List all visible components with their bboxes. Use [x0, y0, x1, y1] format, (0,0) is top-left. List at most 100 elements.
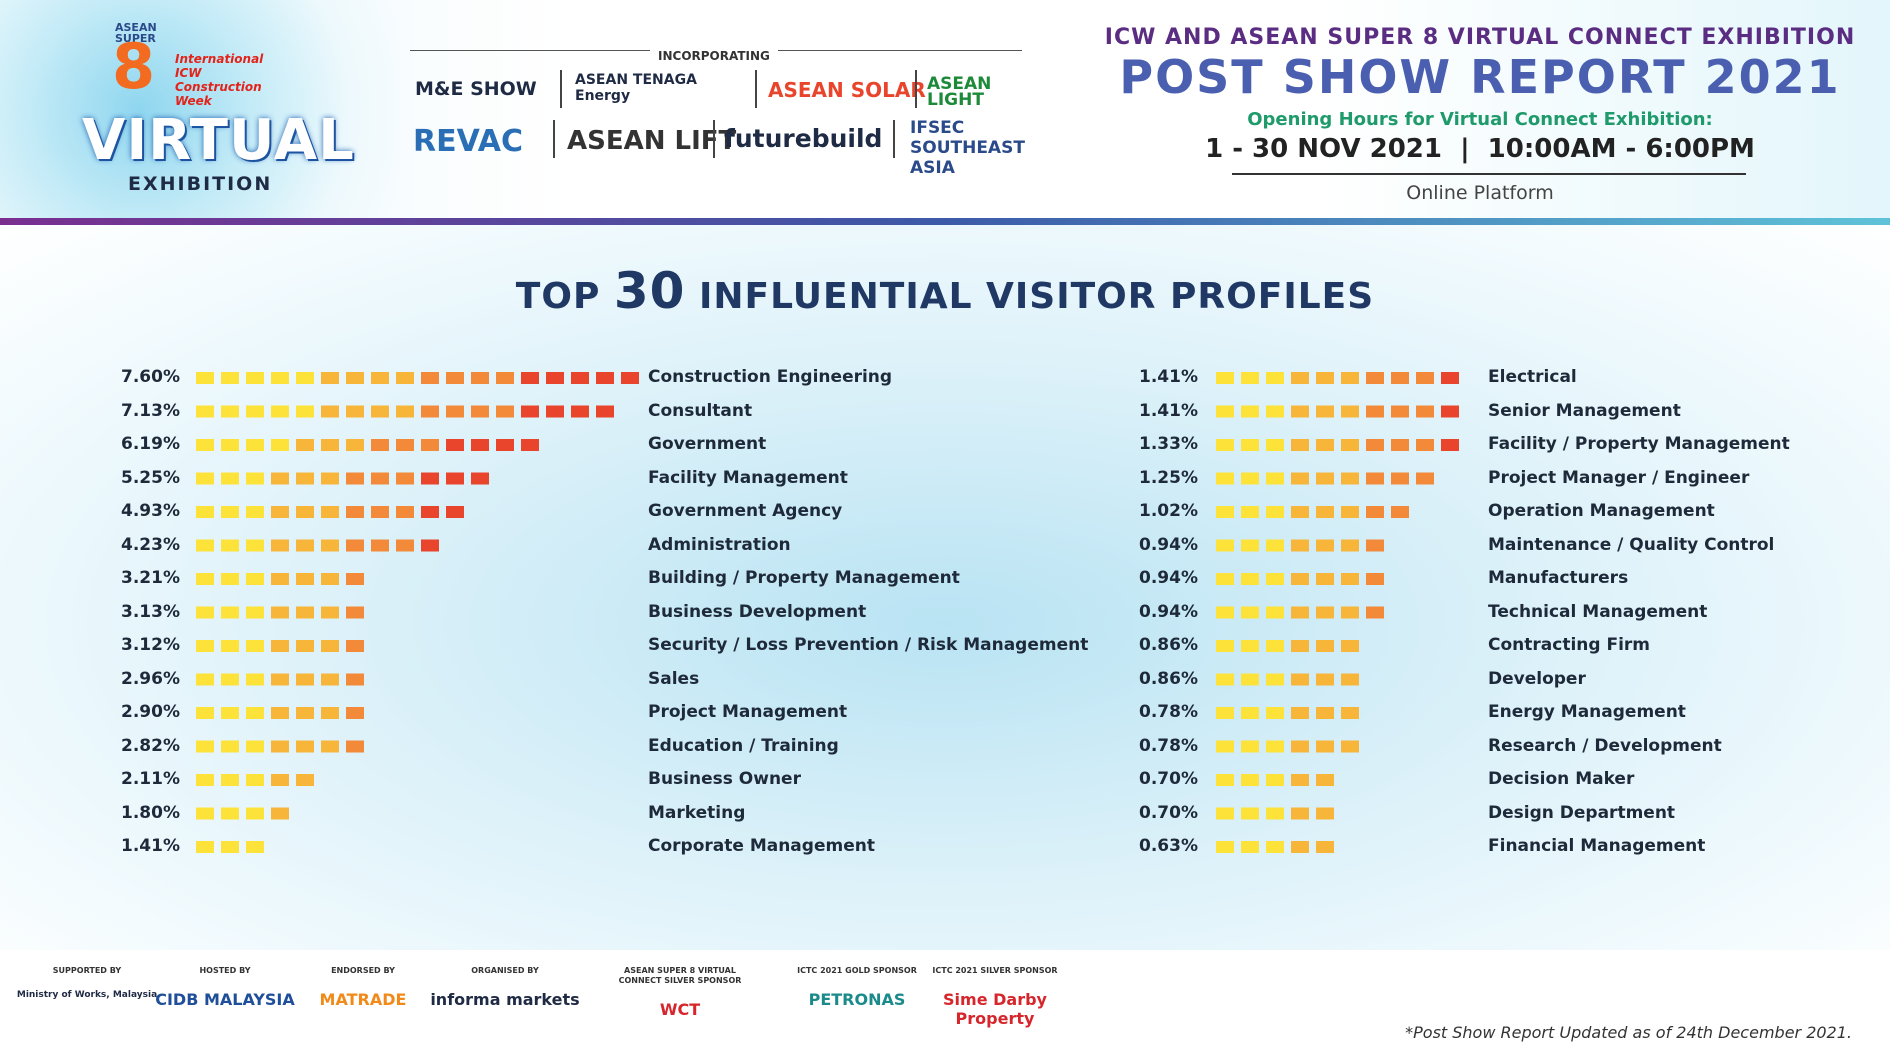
opening-hours-label: Opening Hours for Virtual Connect Exhibi… [1247, 109, 1713, 130]
bar-segment [271, 372, 289, 384]
bar-category-label: Contracting Firm [1488, 635, 1650, 655]
bar [1216, 372, 1459, 384]
chart-title-number: 30 [613, 262, 686, 320]
bar-segment [521, 439, 539, 451]
bar-segment [1366, 472, 1384, 485]
brand-asean-light: ASEAN LIGHT [927, 74, 992, 110]
sponsor-logo-text: Ministry of Works, Malaysia [16, 990, 158, 1000]
bar-segment [1266, 774, 1284, 786]
bar-segment [1266, 472, 1284, 485]
brand-ifsec: IFSEC SOUTHEAST ASIA [910, 118, 1025, 178]
bar-segment [196, 740, 214, 753]
brand-asean-solar: ASEAN SOLAR [768, 78, 926, 102]
bar-value-label: 1.41% [1139, 400, 1198, 421]
bar-segment [1441, 439, 1459, 451]
bar-segment [296, 506, 314, 518]
bar-segment [271, 439, 289, 451]
bar-segment [1291, 372, 1309, 384]
bar-segment [1416, 372, 1434, 384]
bar [1216, 640, 1359, 652]
bar-value-label: 1.25% [1139, 467, 1198, 488]
bar-segment [1241, 807, 1259, 820]
brand-me-show: M&E SHOW [415, 78, 537, 100]
bar [196, 539, 439, 552]
bar-value-label: 2.90% [121, 702, 180, 722]
bar-segment [446, 439, 464, 451]
sponsor-logo-text: CIDB MALAYSIA [155, 990, 295, 1009]
bar-segment [421, 472, 439, 485]
bar-segment [1316, 606, 1334, 619]
bar-segment [1216, 807, 1234, 820]
bar-category-label: Manufacturers [1488, 568, 1629, 588]
bar-segment [196, 707, 214, 719]
bar-segment [546, 372, 564, 384]
bar [1216, 673, 1359, 686]
bar-segment [1291, 673, 1309, 686]
platform-label: Online Platform [1406, 182, 1554, 204]
bar-segment [1391, 472, 1409, 485]
bar [196, 774, 314, 786]
bar-segment [221, 707, 239, 719]
bar-category-label: Design Department [1488, 802, 1676, 823]
brand-asean-tenaga: ASEAN TENAGA Energy [575, 72, 697, 104]
bar-segment [371, 472, 389, 485]
bar-value-label: 1.02% [1139, 501, 1198, 521]
bar-segment [346, 506, 364, 518]
bar-segment [1291, 640, 1309, 652]
bar-value-label: 0.78% [1139, 735, 1198, 756]
sponsor-logo-text: MATRADE [319, 990, 407, 1009]
bar-value-label: 5.25% [121, 467, 180, 488]
bar-segment [321, 673, 339, 686]
bar-category-label: Building / Property Management [648, 568, 960, 588]
bar-segment [196, 506, 214, 518]
bar-segment [271, 573, 289, 585]
bar-segment [596, 372, 614, 384]
bar-segment [196, 539, 214, 552]
bar-category-label: Security / Loss Prevention / Risk Manage… [648, 635, 1089, 655]
bar-value-label: 3.13% [121, 601, 180, 622]
bar-segment [1341, 740, 1359, 753]
bar-segment [196, 439, 214, 451]
bar-segment [1241, 673, 1259, 686]
sponsor-caption: ICTC 2021 GOLD SPONSOR [797, 966, 917, 975]
bar-segment [1241, 372, 1259, 384]
bar-segment [396, 372, 414, 384]
bar-segment [1391, 372, 1409, 384]
bar-segment [1216, 841, 1234, 853]
bar-segment [1366, 606, 1384, 619]
bar-segment [1341, 640, 1359, 652]
bar [1216, 606, 1384, 619]
sponsor-logo-text: WCT [659, 1000, 701, 1019]
bar-segment [196, 774, 214, 786]
bar-segment [271, 506, 289, 518]
bar-segment [271, 707, 289, 719]
bar-segment [1266, 841, 1284, 853]
bar [1216, 405, 1459, 418]
bar-segment [1266, 673, 1284, 686]
bar-segment [1291, 606, 1309, 619]
bar-segment [346, 472, 364, 485]
bar-value-label: 2.96% [121, 668, 180, 689]
bar-segment [1291, 707, 1309, 719]
bar-segment [471, 472, 489, 485]
bar-segment [1216, 472, 1234, 485]
bar-segment [1216, 640, 1234, 652]
bar-segment [221, 439, 239, 451]
bar-segment [571, 405, 589, 418]
bar-segment [1266, 573, 1284, 585]
bar-category-label: Sales [648, 668, 700, 689]
bar [196, 439, 539, 451]
bar-segment [1216, 573, 1234, 585]
bar-segment [1291, 841, 1309, 853]
bar-category-label: Energy Management [1488, 702, 1686, 722]
bar-segment [196, 472, 214, 485]
bar-category-label: Government Agency [648, 501, 843, 521]
bar-category-label: Research / Development [1488, 735, 1722, 756]
bar-segment [1316, 539, 1334, 552]
bar-segment [1216, 405, 1234, 418]
bar-value-label: 7.60% [121, 367, 180, 387]
bar-segment [546, 405, 564, 418]
bar-segment [1266, 606, 1284, 619]
bar-value-label: 6.19% [121, 434, 180, 454]
sponsor-item: ORGANISED BY informa markets [430, 966, 580, 1009]
